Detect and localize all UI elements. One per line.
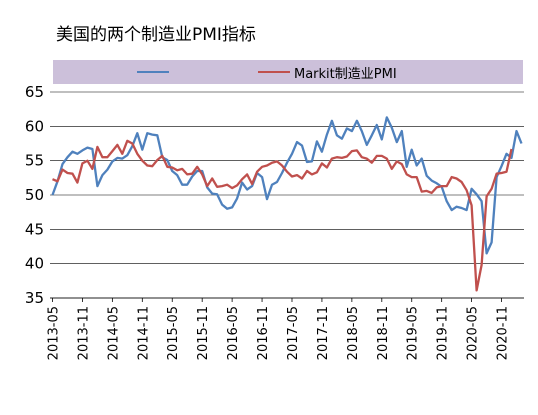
x-tick-label: 2015-05 — [166, 306, 181, 360]
y-tick-label: 40 — [25, 255, 44, 273]
legend-item-series-1 — [137, 60, 173, 84]
series-line-2 — [52, 139, 513, 292]
legend-swatch-series-1 — [137, 71, 169, 73]
y-tick-label: 65 — [25, 83, 44, 101]
x-tick-label: 2019-11 — [436, 306, 451, 360]
chart-title: 美国的两个制造业PMI指标 — [56, 25, 256, 45]
y-tick-label: 55 — [25, 152, 44, 170]
x-tick-label: 2013-11 — [76, 306, 91, 360]
legend-item-series-2: Markit制造业PMI — [258, 60, 397, 84]
legend-swatch-series-2 — [258, 71, 290, 73]
y-tick-label: 50 — [25, 186, 44, 204]
x-tick-label: 2020-05 — [466, 306, 481, 360]
y-tick-label: 45 — [25, 220, 44, 238]
legend-label-series-2: Markit制造业PMI — [294, 66, 397, 82]
x-tick-label: 2020-11 — [496, 306, 511, 360]
y-tick-label: 60 — [25, 117, 44, 135]
x-tick-label: 2017-05 — [286, 306, 301, 360]
x-tick-label: 2017-11 — [316, 306, 331, 360]
x-tick-label: 2019-05 — [406, 306, 421, 360]
x-tick-label: 2015-11 — [196, 306, 211, 360]
x-tick-label: 2018-05 — [346, 306, 361, 360]
x-tick-label: 2018-11 — [376, 306, 391, 360]
x-tick-label: 2016-11 — [256, 306, 271, 360]
legend: Markit制造业PMI — [53, 60, 523, 84]
x-tick-label: 2014-05 — [106, 306, 121, 360]
x-tick-label: 2016-05 — [226, 306, 241, 360]
series-line-1 — [51, 116, 523, 255]
x-tick-label: 2014-11 — [136, 306, 151, 360]
x-tick-label: 2013-05 — [46, 306, 61, 360]
y-tick-label: 35 — [25, 289, 44, 307]
